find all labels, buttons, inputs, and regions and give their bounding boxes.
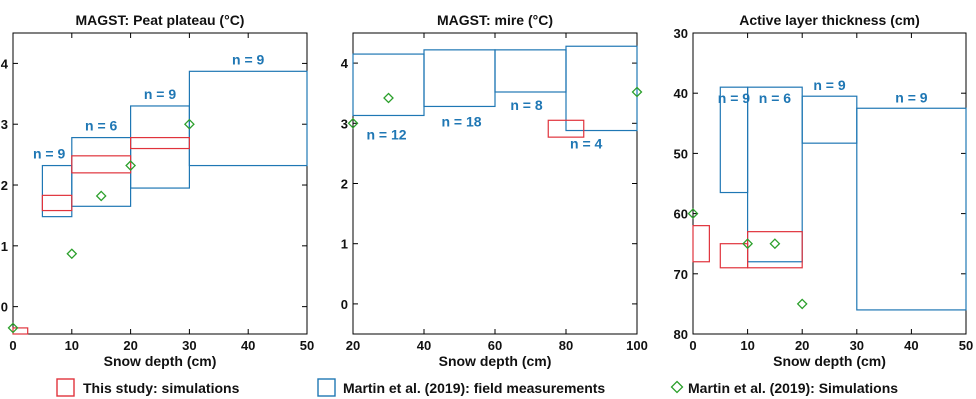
x-axis-label: Snow depth (cm) <box>104 353 217 369</box>
y-tick-label: 0 <box>1 300 8 315</box>
x-axis-label: Snow depth (cm) <box>773 353 886 369</box>
x-tick-label: 20 <box>346 338 360 353</box>
x-tick-label: 100 <box>626 338 648 353</box>
sample-count-label: n = 6 <box>85 118 118 134</box>
y-tick-label: 40 <box>674 86 688 101</box>
simulation-box <box>130 136 191 150</box>
martin-simulation-point <box>687 208 699 220</box>
sample-count-label: n = 9 <box>232 51 265 67</box>
y-tick-label: 4 <box>341 56 349 71</box>
martin-simulation-point <box>66 248 78 260</box>
y-tick-label: 1 <box>1 239 8 254</box>
y-tick-label: 80 <box>674 327 688 342</box>
martin-simulation-point <box>383 92 394 104</box>
legend-marker-martin-sim <box>670 380 684 394</box>
x-tick-label: 10 <box>740 338 754 353</box>
plot-frame <box>692 32 967 335</box>
x-tick-label: 20 <box>795 338 809 353</box>
chart-title: MAGST: Peat plateau (°C) <box>76 12 245 28</box>
x-axis-label: Snow depth (cm) <box>439 353 552 369</box>
y-tick-label: 3 <box>1 117 8 132</box>
simulation-box <box>746 231 803 269</box>
y-tick-label: 3 <box>341 116 348 131</box>
simulation-box <box>547 119 585 138</box>
sample-count-label: n = 9 <box>33 146 66 162</box>
sample-count-label: n = 12 <box>366 126 406 142</box>
plot-frame <box>12 32 308 335</box>
simulation-box <box>41 194 73 212</box>
legend-label-field: Martin et al. (2019): field measurements <box>343 380 605 396</box>
martin-simulation-point <box>796 298 808 310</box>
x-tick-label: 40 <box>241 338 255 353</box>
y-tick-label: 70 <box>674 267 688 282</box>
simulation-box <box>692 225 710 263</box>
y-tick-label: 60 <box>674 207 688 222</box>
sample-count-label: n = 9 <box>144 86 177 102</box>
martin-simulation-point <box>769 238 781 250</box>
x-tick-label: 40 <box>417 338 431 353</box>
y-tick-label: 50 <box>674 146 688 161</box>
y-tick-label: 30 <box>674 26 688 41</box>
y-tick-label: 2 <box>341 177 348 192</box>
legend-marker-simulations <box>56 378 75 397</box>
martin-simulation-point <box>7 322 19 334</box>
martin-simulation-point <box>125 160 137 171</box>
y-tick-label: 2 <box>1 178 8 193</box>
x-tick-label: 50 <box>959 338 973 353</box>
legend-label-martin-sim: Martin et al. (2019): Simulations <box>688 380 898 396</box>
field-measurement-box <box>856 107 967 311</box>
field-measurement-box <box>188 70 308 167</box>
simulation-box <box>71 155 132 174</box>
y-tick-label: 1 <box>341 237 348 252</box>
sample-count-label: n = 8 <box>510 97 543 113</box>
chart-title: Active layer thickness (cm) <box>739 12 920 28</box>
panel-1: MAGST: Peat plateau (°C) Snow depth (cm) 0… <box>1 12 314 369</box>
legend: This study: simulations Martin et al. (2… <box>56 378 898 397</box>
martin-simulation-point <box>183 118 195 130</box>
x-tick-label: 0 <box>689 338 696 353</box>
legend-label-simulations: This study: simulations <box>83 380 240 396</box>
sample-count-label: n = 9 <box>718 90 751 106</box>
x-tick-label: 40 <box>904 338 918 353</box>
panel-3: Active layer thickness (cm) Snow depth (c… <box>674 12 974 369</box>
x-tick-label: 30 <box>850 338 864 353</box>
sample-count-label: n = 9 <box>813 77 846 93</box>
legend-marker-field <box>317 378 336 397</box>
x-tick-label: 50 <box>300 338 314 353</box>
y-tick-label: 0 <box>341 297 348 312</box>
chart-panels: MAGST: Peat plateau (°C) Snow depth (cm) 0… <box>1 12 973 369</box>
sample-count-label: n = 6 <box>759 90 792 106</box>
martin-simulation-point <box>95 190 107 202</box>
chart-title: MAGST: mire (°C) <box>437 12 553 28</box>
martin-simulation-point <box>742 238 754 250</box>
simulation-box <box>12 327 29 335</box>
x-tick-label: 0 <box>9 338 16 353</box>
martin-simulation-point <box>347 117 359 129</box>
sample-count-label: n = 18 <box>441 113 481 129</box>
x-tick-label: 80 <box>559 338 573 353</box>
sample-count-label: n = 4 <box>570 136 603 152</box>
field-measurement-box <box>746 86 803 263</box>
martin-simulation-point <box>631 86 643 98</box>
x-tick-label: 20 <box>123 338 137 353</box>
sample-count-label: n = 9 <box>895 89 928 105</box>
x-tick-label: 10 <box>65 338 79 353</box>
y-tick-label: 4 <box>1 56 9 71</box>
x-tick-label: 30 <box>182 338 196 353</box>
x-tick-label: 60 <box>488 338 502 353</box>
panel-2: MAGST: mire (°C)Snow depth (cm)20 40 60 80 1… <box>341 12 648 369</box>
